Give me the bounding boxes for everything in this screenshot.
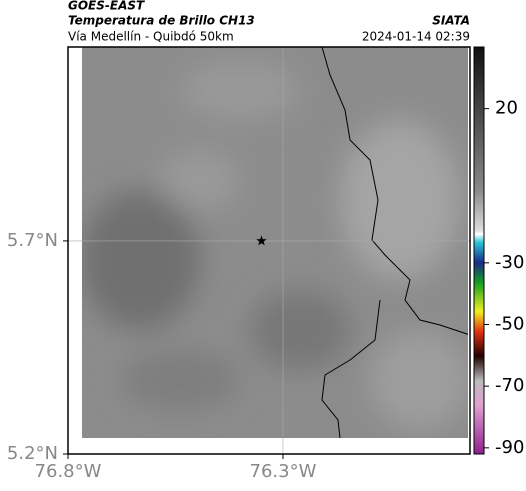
y-tick-label: 5.7°N bbox=[7, 230, 58, 251]
title: Temperatura de Brillo CH13 bbox=[68, 14, 255, 28]
location-marker bbox=[256, 235, 267, 246]
colorbar bbox=[473, 46, 485, 455]
colorbar-tick-label: -50 bbox=[495, 314, 524, 335]
x-tick-label: 76.3°W bbox=[250, 461, 317, 482]
colorbar-tick-label: -30 bbox=[495, 252, 524, 273]
y-tick-label: 5.2°N bbox=[7, 443, 58, 464]
x-tick-label: 76.8°W bbox=[35, 461, 102, 482]
colorbar-tick-label: 20 bbox=[495, 98, 518, 119]
colorbar-tick-label: -70 bbox=[495, 375, 524, 396]
map-frame bbox=[67, 46, 471, 455]
datetime: 2024-01-14 02:39 bbox=[362, 30, 470, 44]
subtitle: Vía Medellín - Quibdó 50km bbox=[68, 30, 234, 44]
imagery bbox=[82, 47, 468, 438]
source: GOES-EAST bbox=[68, 0, 145, 13]
brand: SIATA bbox=[432, 14, 470, 28]
colorbar-tick-label: -90 bbox=[495, 437, 524, 458]
